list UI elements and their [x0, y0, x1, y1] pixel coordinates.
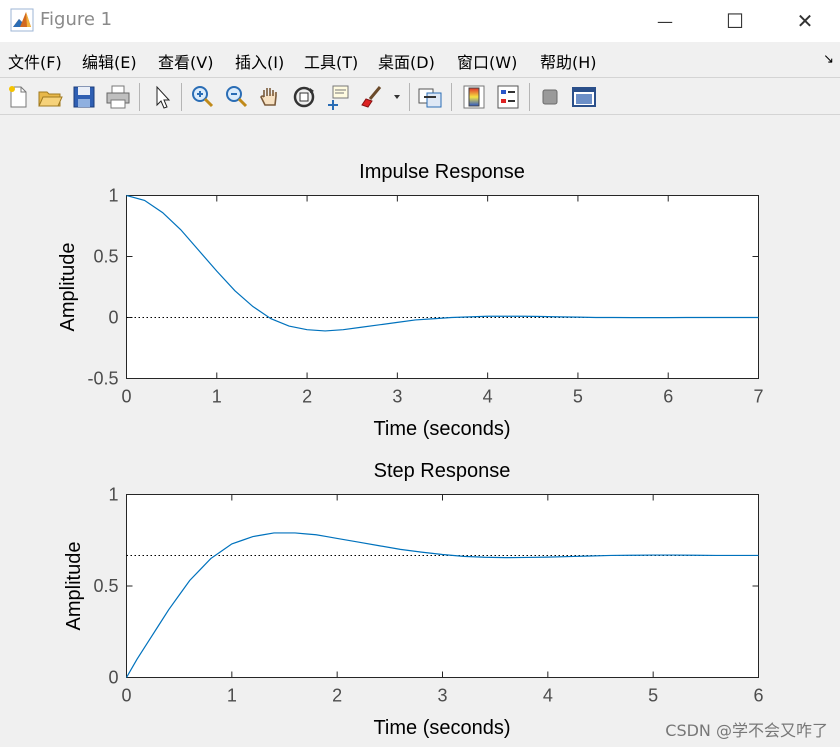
- response-curve[interactable]: [126, 194, 759, 332]
- x-tick-label: 5: [573, 387, 583, 407]
- hide-plot-tools-icon[interactable]: [536, 83, 564, 111]
- plot-title: Impulse Response: [359, 161, 525, 183]
- x-tick-label: 1: [212, 387, 222, 407]
- y-tick-label: 1: [108, 485, 118, 505]
- x-axis-label: Time (seconds): [373, 717, 510, 739]
- pan-hand-icon[interactable]: [256, 83, 284, 111]
- toolbar-separator: [139, 83, 140, 111]
- brush-icon[interactable]: [358, 83, 386, 111]
- x-axis-label: Time (seconds): [373, 418, 510, 440]
- menu-file[interactable]: 文件(F): [8, 53, 62, 72]
- y-tick-label: -0.5: [87, 369, 118, 389]
- menu-window[interactable]: 窗口(W): [457, 53, 518, 72]
- menu-bar: 文件(F) 编辑(E) 查看(V) 插入(I) 工具(T) 桌面(D) 窗口(W…: [0, 42, 840, 76]
- close-button[interactable]: ✕: [770, 0, 840, 42]
- minimize-icon: —: [657, 11, 673, 31]
- x-tick-label: 4: [543, 686, 553, 706]
- menu-insert[interactable]: 插入(I): [235, 53, 285, 72]
- x-tick-label: 3: [437, 686, 447, 706]
- save-icon[interactable]: [70, 83, 98, 111]
- tick-group: 0 1 2 3 4 5 6 7-0.500.51: [87, 186, 763, 407]
- menu-edit[interactable]: 编辑(E): [82, 53, 137, 72]
- x-tick-label: 2: [302, 387, 312, 407]
- y-tick-label: 0.5: [93, 247, 118, 267]
- zoom-out-icon[interactable]: [222, 83, 250, 111]
- response-curve[interactable]: [125, 532, 759, 678]
- colorbar-icon[interactable]: [460, 83, 488, 111]
- x-tick-label: 5: [648, 686, 658, 706]
- close-icon: ✕: [796, 9, 814, 33]
- axes-box[interactable]: [126, 195, 759, 379]
- y-tick-label: 0: [108, 668, 118, 688]
- y-axis-label: Amplitude: [63, 542, 85, 631]
- impulse-response-plot: Impulse Response Time (seconds) Amplitud…: [57, 161, 764, 440]
- axes-box[interactable]: [126, 494, 759, 678]
- x-tick-label: 1: [227, 686, 237, 706]
- rotate-3d-icon[interactable]: [290, 83, 318, 111]
- x-tick-label: 2: [332, 686, 342, 706]
- zoom-in-icon[interactable]: [188, 83, 216, 111]
- toolbar-separator: [181, 83, 182, 111]
- x-tick-label: 7: [753, 387, 763, 407]
- pointer-icon[interactable]: [148, 83, 176, 111]
- menu-tools[interactable]: 工具(T): [304, 53, 359, 72]
- toolbar-separator: [409, 83, 410, 111]
- show-plot-tools-icon[interactable]: [570, 83, 598, 111]
- menu-view[interactable]: 查看(V): [158, 53, 214, 72]
- open-file-icon[interactable]: [36, 83, 64, 111]
- watermark-text: CSDN @学不会又咋了: [665, 721, 828, 740]
- x-tick-label: 6: [753, 686, 763, 706]
- data-cursor-icon[interactable]: [324, 83, 352, 111]
- plot-area: Impulse Response Time (seconds) Amplitud…: [0, 116, 840, 747]
- title-bar: Figure 1 — ☐ ✕: [0, 0, 840, 42]
- x-tick-label: 3: [392, 387, 402, 407]
- x-tick-label: 6: [663, 387, 673, 407]
- figure-toolbar: [0, 77, 840, 115]
- toolbar-separator: [451, 83, 452, 111]
- window-title: Figure 1: [40, 9, 113, 30]
- brush-dropdown-icon[interactable]: [390, 83, 404, 111]
- menu-desktop[interactable]: 桌面(D): [378, 53, 435, 72]
- plot-title: Step Response: [374, 460, 511, 482]
- step-response-plot: Step Response Time (seconds) Amplitude 0…: [63, 460, 764, 739]
- minimize-button[interactable]: —: [630, 0, 700, 42]
- x-tick-label: 4: [483, 387, 493, 407]
- y-tick-label: 0.5: [93, 576, 118, 596]
- maximize-button[interactable]: ☐: [700, 0, 770, 42]
- y-tick-label: 0: [108, 308, 118, 328]
- legend-icon[interactable]: [494, 83, 522, 111]
- link-plot-icon[interactable]: [416, 83, 444, 111]
- figure-canvas: Impulse Response Time (seconds) Amplitud…: [57, 161, 764, 739]
- menu-help[interactable]: 帮助(H): [540, 53, 597, 72]
- toolbar-separator: [529, 83, 530, 111]
- maximize-icon: ☐: [726, 9, 744, 33]
- matlab-logo-icon: [10, 8, 34, 32]
- y-tick-label: 1: [108, 186, 118, 206]
- new-figure-icon[interactable]: [4, 83, 32, 111]
- print-icon[interactable]: [104, 83, 132, 111]
- y-axis-label: Amplitude: [57, 243, 79, 332]
- x-tick-label: 0: [121, 686, 131, 706]
- x-tick-label: 0: [121, 387, 131, 407]
- tick-group: 0 1 2 3 4 5 6 0 0.5 1: [93, 485, 763, 706]
- dock-figure-icon[interactable]: ↘: [823, 52, 834, 67]
